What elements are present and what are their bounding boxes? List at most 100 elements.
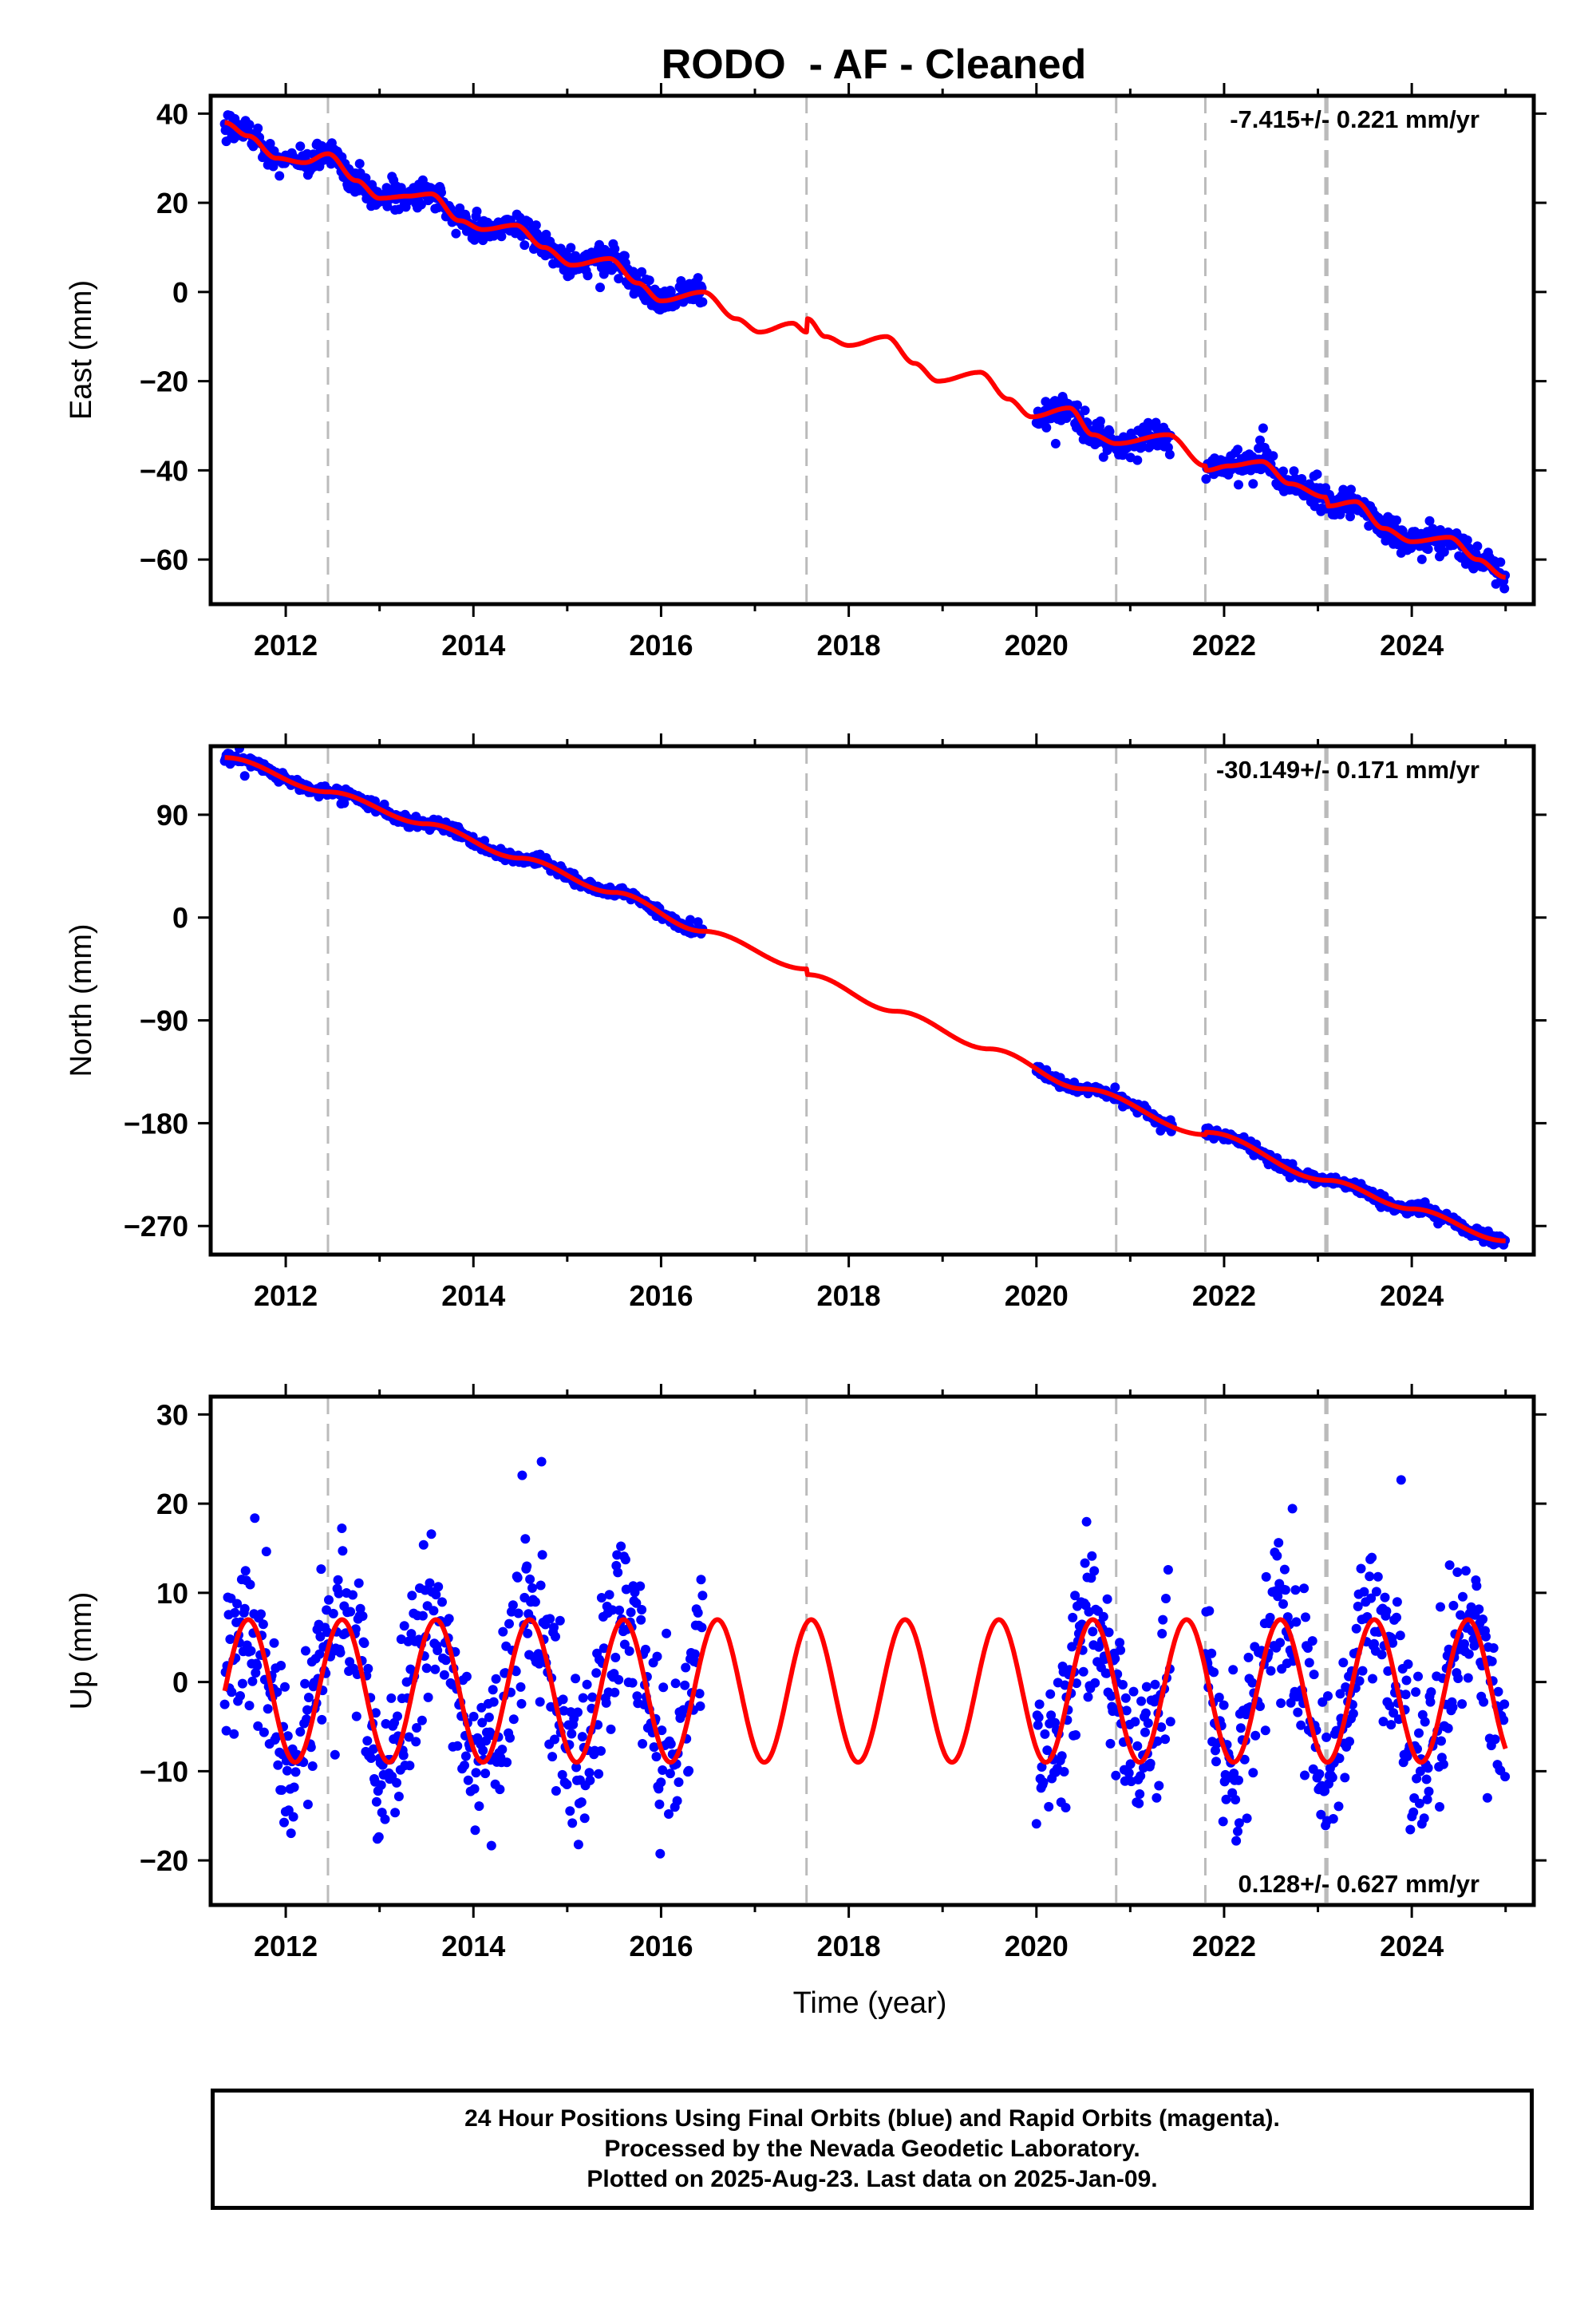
observed-point <box>632 1691 642 1701</box>
observed-point <box>286 1828 296 1839</box>
observed-point <box>638 1739 648 1749</box>
observed-point <box>1273 1591 1283 1602</box>
observed-point <box>1228 1665 1238 1675</box>
observed-point <box>491 1674 501 1684</box>
observed-point <box>644 275 654 286</box>
x-tick-label-up: 2014 <box>441 1930 505 1962</box>
model-curve-east <box>223 120 1507 580</box>
observed-point <box>1499 1699 1510 1709</box>
observed-point <box>354 1578 364 1588</box>
observed-point <box>405 1761 415 1771</box>
observed-point <box>666 287 676 297</box>
observed-point <box>656 1777 666 1788</box>
observed-point <box>474 1801 484 1812</box>
observed-point <box>239 1603 250 1614</box>
observed-point <box>366 1753 377 1763</box>
observed-point <box>1125 1759 1136 1769</box>
observed-point <box>276 1661 286 1670</box>
observed-point <box>1411 1687 1421 1697</box>
observed-point <box>253 123 263 133</box>
observed-point <box>301 1646 310 1656</box>
observed-point <box>522 1561 532 1571</box>
observed-point <box>1140 1727 1150 1737</box>
observed-point <box>1248 1768 1258 1778</box>
observed-point <box>1354 1676 1365 1686</box>
observed-point <box>463 1775 473 1785</box>
observed-point <box>697 297 708 307</box>
observed-point <box>277 1785 287 1795</box>
observed-point <box>1439 547 1449 557</box>
y-tick-label-north: 90 <box>156 799 188 832</box>
observed-point <box>334 1588 344 1599</box>
observed-point <box>361 173 371 184</box>
observed-point <box>1474 1604 1484 1614</box>
observed-point <box>685 915 695 925</box>
observed-point <box>1327 1773 1337 1783</box>
observed-point <box>508 1714 519 1725</box>
x-tick-label-north: 2020 <box>1005 1279 1069 1312</box>
observed-point <box>1463 1673 1473 1683</box>
observed-point <box>225 1634 235 1644</box>
observed-point <box>1088 1626 1098 1637</box>
observed-point <box>519 240 530 251</box>
observed-point <box>289 1782 299 1792</box>
y-tick-label-east: 40 <box>156 97 188 130</box>
observed-point <box>317 1714 327 1725</box>
observed-point <box>637 267 647 277</box>
observed-point <box>478 1745 488 1756</box>
observed-point <box>1231 1836 1242 1846</box>
observed-point <box>1152 1792 1162 1803</box>
observed-point <box>1231 1795 1241 1804</box>
observed-point <box>1060 1680 1070 1690</box>
y-tick-label-east: −60 <box>140 543 188 576</box>
x-tick-label-up: 2022 <box>1192 1930 1256 1962</box>
observed-point <box>567 1729 577 1739</box>
observed-point <box>1346 484 1356 495</box>
observed-point <box>1031 1819 1041 1829</box>
observed-point <box>1472 541 1483 551</box>
observed-point <box>303 1693 314 1702</box>
observed-point <box>1400 1690 1411 1700</box>
y-tick-label-north: 0 <box>172 902 188 935</box>
observed-point <box>582 1679 592 1690</box>
observed-point <box>1110 1654 1120 1664</box>
observed-point <box>523 217 534 227</box>
observed-point <box>1499 583 1510 594</box>
observed-point <box>1472 1581 1482 1591</box>
observed-point <box>282 1765 292 1776</box>
observed-point <box>1414 1728 1424 1738</box>
panel-up: 2012 2014 2016 2018 2020 2022 2024 −20 −10 0 10 20 3… <box>65 1384 1547 2020</box>
x-tick-label-up: 2020 <box>1005 1930 1069 1962</box>
model-curve-north <box>223 755 1507 1243</box>
observed-point <box>637 1605 647 1614</box>
observed-point <box>596 1593 606 1603</box>
observed-point <box>534 1658 544 1669</box>
observed-point <box>1258 423 1268 433</box>
observed-point <box>328 1608 338 1618</box>
footer-line-1: 24 Hour Positions Using Final Orbits (bl… <box>464 2105 1280 2132</box>
observed-point <box>1145 1758 1156 1769</box>
observed-point <box>219 1699 230 1709</box>
observed-point <box>1250 1730 1261 1741</box>
observed-point <box>259 1727 269 1737</box>
observed-point <box>1380 1592 1390 1603</box>
observed-point <box>1395 1630 1405 1641</box>
observed-point <box>1381 1606 1392 1616</box>
observed-point <box>1414 1798 1424 1808</box>
observed-point <box>1265 1612 1275 1622</box>
x-tick-label-north: 2024 <box>1380 1279 1444 1312</box>
observed-point <box>1050 1717 1060 1728</box>
observed-point <box>1333 1801 1344 1812</box>
observed-point <box>1095 416 1105 426</box>
observed-point <box>1050 438 1061 449</box>
observed-point <box>240 1566 251 1576</box>
observed-point <box>1304 1658 1314 1668</box>
y-tick-label-east: −20 <box>140 366 188 398</box>
y-axis-label-up: Up (mm) <box>65 1592 98 1710</box>
observed-point <box>1301 1612 1310 1622</box>
observed-point <box>1495 557 1506 567</box>
observed-point <box>1247 1678 1258 1688</box>
observed-point <box>1037 1762 1047 1772</box>
observed-point <box>665 1769 675 1779</box>
